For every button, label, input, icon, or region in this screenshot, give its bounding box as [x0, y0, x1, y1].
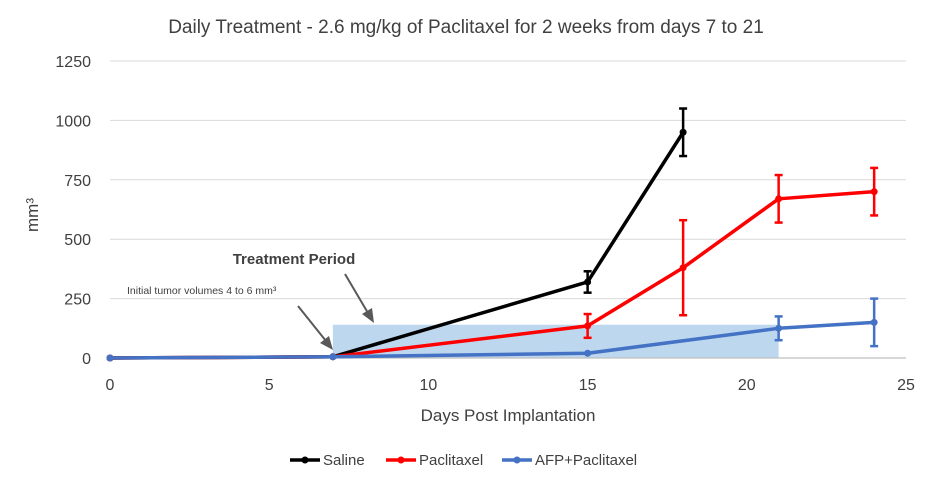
- legend-label: Saline: [323, 452, 365, 469]
- x-tick-label: 15: [579, 377, 597, 394]
- legend-label: Paclitaxel: [419, 452, 483, 469]
- y-tick-label: 750: [64, 173, 91, 190]
- legend-marker: [397, 456, 405, 464]
- legend-marker: [301, 456, 309, 464]
- x-tick-label: 0: [106, 377, 115, 394]
- legend: Saline Paclitaxel AFP+Paclitaxel: [290, 452, 637, 469]
- x-tick-label: 20: [738, 377, 756, 394]
- gridlines: [110, 60, 906, 300]
- x-tick-label: 25: [897, 377, 915, 394]
- y-axis-label: mm³: [23, 198, 42, 232]
- legend-item: Saline: [290, 452, 365, 469]
- series-saline: [106, 107, 688, 362]
- treatment-arrow-head: [362, 308, 374, 323]
- data-point: [106, 354, 114, 362]
- legend-label: AFP+Paclitaxel: [535, 452, 637, 469]
- y-tick-label: 250: [64, 292, 91, 309]
- x-tick-label: 5: [265, 377, 274, 394]
- legend-item: AFP+Paclitaxel: [502, 452, 637, 469]
- data-point: [775, 195, 783, 203]
- treatment-period-annotation: Treatment Period: [233, 251, 356, 268]
- legend-marker: [513, 456, 521, 464]
- axes: 0 250 500 750 1000 1250 0 5 10 15 20 25: [55, 54, 915, 394]
- data-point: [679, 264, 687, 272]
- x-axis-label: Days Post Implantation: [421, 406, 596, 425]
- chart-title: Daily Treatment - 2.6 mg/kg of Paclitaxe…: [168, 17, 764, 38]
- treatment-arrow-line: [344, 273, 369, 314]
- data-point: [775, 324, 783, 332]
- series-layer: [106, 107, 879, 362]
- data-point: [870, 318, 878, 326]
- y-tick-label: 1250: [55, 54, 91, 71]
- data-point: [584, 278, 592, 286]
- data-point: [679, 128, 687, 136]
- x-tick-label: 10: [420, 377, 438, 394]
- y-tick-label: 0: [82, 351, 91, 368]
- initial-arrow-line: [297, 305, 327, 342]
- data-point: [584, 322, 592, 330]
- y-tick-label: 1000: [55, 113, 91, 130]
- series-afp-paclitaxel: [106, 297, 879, 362]
- data-point: [870, 188, 878, 196]
- data-point: [584, 349, 592, 357]
- initial-volume-annotation: Initial tumor volumes 4 to 6 mm³: [127, 285, 277, 297]
- annotation-arrows: [297, 273, 374, 350]
- series-line: [109, 131, 685, 360]
- data-point: [329, 353, 337, 361]
- initial-arrow-head: [320, 336, 333, 350]
- y-tick-label: 500: [64, 232, 91, 249]
- legend-item: Paclitaxel: [386, 452, 483, 469]
